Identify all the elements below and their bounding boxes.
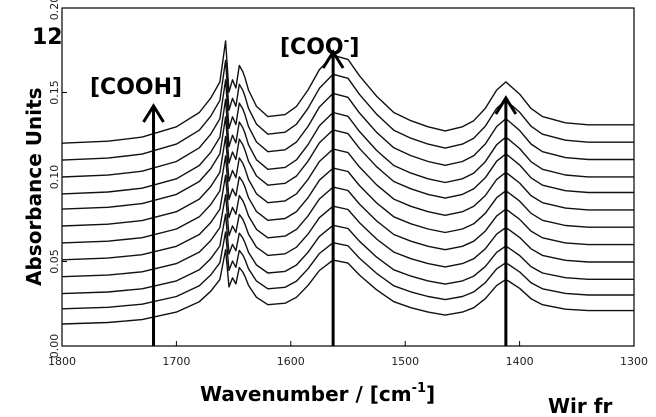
- peak-arrows: [142, 49, 518, 346]
- annotation-coo-main: [COO: [280, 35, 344, 60]
- y-tick-label: 0.15: [48, 80, 61, 105]
- x-axis-label-main: Wavenumber / [cm: [200, 382, 412, 406]
- spectrum-trace: [61, 135, 634, 227]
- spectrum-trace: [61, 40, 634, 144]
- x-tick-label: 1300: [620, 355, 648, 368]
- clipped-label-top-left: 12: [32, 25, 63, 50]
- clipped-label-bottom-right: Wir fr: [548, 394, 612, 417]
- y-axis-ticks: 0.00 0.05 0.10 0.15 0.20: [48, 0, 67, 358]
- x-axis-label-sup: -1: [412, 381, 426, 396]
- y-tick-label: 0.00: [48, 334, 61, 359]
- peak-arrow: [494, 95, 518, 346]
- peak-arrow: [142, 103, 165, 346]
- spectrum-trace: [61, 155, 634, 244]
- x-axis-label: Wavenumber / [cm-1]: [200, 381, 435, 406]
- annotation-coo-sup: -: [344, 33, 350, 49]
- spectrum-trace: [61, 116, 634, 210]
- x-tick-label: 1800: [48, 355, 76, 368]
- x-tick-label: 1500: [391, 355, 419, 368]
- spectrum-trace: [61, 98, 634, 195]
- peak-arrow: [321, 49, 345, 346]
- y-tick-label: 0.20: [48, 0, 61, 20]
- spectrum-trace: [61, 213, 634, 295]
- spectrum-trace: [61, 174, 634, 261]
- annotation-coo-tail: ]: [349, 35, 359, 60]
- annotation-cooh: [COOH]: [90, 75, 182, 100]
- y-axis-label: Absorbance Units: [22, 87, 46, 286]
- x-tick-label: 1700: [162, 355, 190, 368]
- spectrum-trace: [61, 248, 634, 325]
- annotation-coo: [COO-]: [280, 33, 359, 60]
- x-tick-label: 1600: [277, 355, 305, 368]
- spectra-series: [61, 40, 634, 325]
- x-axis-ticks: 1800 1700 1600 1500 1400 1300: [48, 341, 648, 368]
- y-tick-label: 0.05: [48, 249, 61, 274]
- spectrum-trace: [61, 231, 634, 310]
- y-tick-label: 0.10: [48, 165, 61, 190]
- x-tick-label: 1400: [506, 355, 534, 368]
- spectrum-trace: [61, 79, 634, 178]
- spectrum-trace: [61, 193, 634, 278]
- x-axis-label-tail: ]: [426, 382, 435, 406]
